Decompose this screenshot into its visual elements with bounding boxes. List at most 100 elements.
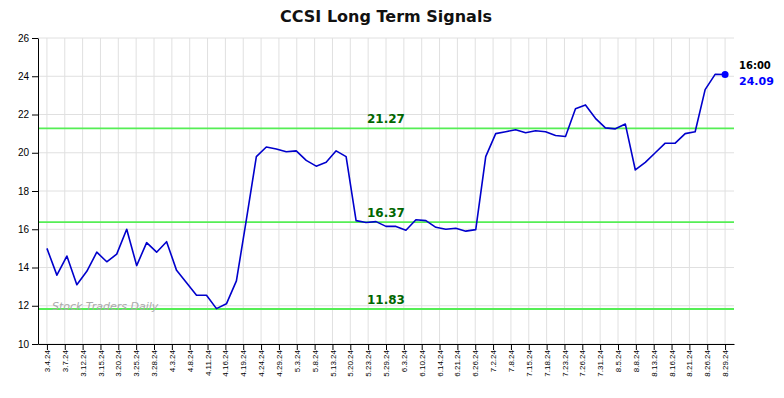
tick-mark [511,344,512,350]
tick-mark [547,344,548,350]
tick-mark [32,268,38,269]
tick-label: 6.26.24 [471,349,480,376]
tick-mark [32,76,38,77]
tick-label: 5.29.24 [382,349,391,376]
tick-label: 7.18.24 [543,349,552,376]
tick: 6.26.24 [471,344,480,377]
grid-line-x [546,38,547,344]
tick-mark [315,344,316,350]
title: CCSI Long Term Signals [280,7,492,26]
tick: 5.23.24 [364,344,373,377]
signal-label: 16.37 [367,206,405,220]
grid-line-x [118,38,119,344]
tick-label: 5.3.24 [293,349,302,372]
tick-mark [440,344,441,350]
tick-mark [32,153,38,154]
tick-mark [422,344,423,350]
tick-mark [332,344,333,350]
last-time-label: 16:00 [739,60,771,71]
tick-mark [32,115,38,116]
tick-label: 6.10.24 [418,349,427,376]
tick-label: 4.16.24 [221,349,230,376]
tick-mark [672,344,673,350]
tick-label: 8.21.24 [685,349,694,376]
tick-mark [32,344,38,345]
tick-label: 8.8.24 [632,349,641,372]
tick-label: 6.3.24 [400,349,409,372]
tick-label: 7.31.24 [596,349,605,376]
tick-mark [725,344,726,350]
tick-label: 16 [18,224,30,235]
tick: 22 [18,109,38,120]
tick: 8.13.24 [650,344,659,377]
grid-line-x [493,38,494,344]
tick-mark [136,344,137,350]
grid-line-x [296,38,297,344]
tick-mark [529,344,530,350]
tick: 6.10.24 [418,344,427,377]
tick: 5.3.24 [293,344,302,372]
grid-line-x [46,38,47,344]
tick-label: 24 [18,71,30,82]
plot-area [38,71,734,309]
tick-mark [172,344,173,350]
tick: 12 [18,300,38,311]
tick: 14 [18,262,38,273]
tick: 7.26.24 [578,344,587,377]
grid-line-x [600,38,601,344]
tick-mark [582,344,583,350]
tick-mark [618,344,619,350]
tick: 4.29.24 [275,344,284,377]
grid-line-x [64,38,65,344]
tick: 3.7.24 [61,344,70,372]
tick-label: 7.2.24 [489,349,498,372]
tick-label: 8.29.24 [721,349,730,376]
tick-mark [368,344,369,350]
tick: 3.20.24 [114,344,123,377]
tick-mark [190,344,191,350]
tick-mark [32,191,38,192]
grid-line-x [278,38,279,344]
tick: 18 [18,186,38,197]
tick-mark [83,344,84,350]
tick-mark [707,344,708,350]
tick-mark [32,38,38,39]
tick-mark [118,344,119,350]
tick-mark [636,344,637,350]
grid-line-x [689,38,690,344]
axis-line [38,39,39,345]
grid-line-x [261,38,262,344]
tick-label: 5.8.24 [311,349,320,372]
tick-mark [32,229,38,230]
tick-label: 5.13.24 [329,349,338,376]
tick-mark [386,344,387,350]
grid-line-x [707,38,708,344]
tick: 7.2.24 [489,344,498,372]
tick: 4.24.24 [257,344,266,377]
last-value-label: 24.09 [739,75,774,88]
tick: 3.12.24 [79,344,88,377]
tick: 5.13.24 [329,344,338,377]
tick-label: 14 [18,262,30,273]
grid-line-x [136,38,137,344]
grid-line-x [582,38,583,344]
tick: 4.8.24 [186,344,195,372]
grid [38,38,734,344]
tick-mark [225,344,226,350]
tick: 6.3.24 [400,344,409,372]
tick-mark [243,344,244,350]
tick-mark [404,344,405,350]
watermark: Stock Traders Daily [52,300,159,313]
tick-mark [208,344,209,350]
tick-label: 3.7.24 [61,349,70,372]
tick-mark [154,344,155,350]
tick: 24 [18,71,38,82]
tick-label: 3.15.24 [97,349,106,376]
tick-label: 6.21.24 [453,349,462,376]
signal-line [38,128,734,130]
grid-line-x [510,38,511,344]
tick-label: 4.24.24 [257,349,266,376]
grid-line-x [671,38,672,344]
tick-mark [65,344,66,350]
grid-line-x [154,38,155,344]
